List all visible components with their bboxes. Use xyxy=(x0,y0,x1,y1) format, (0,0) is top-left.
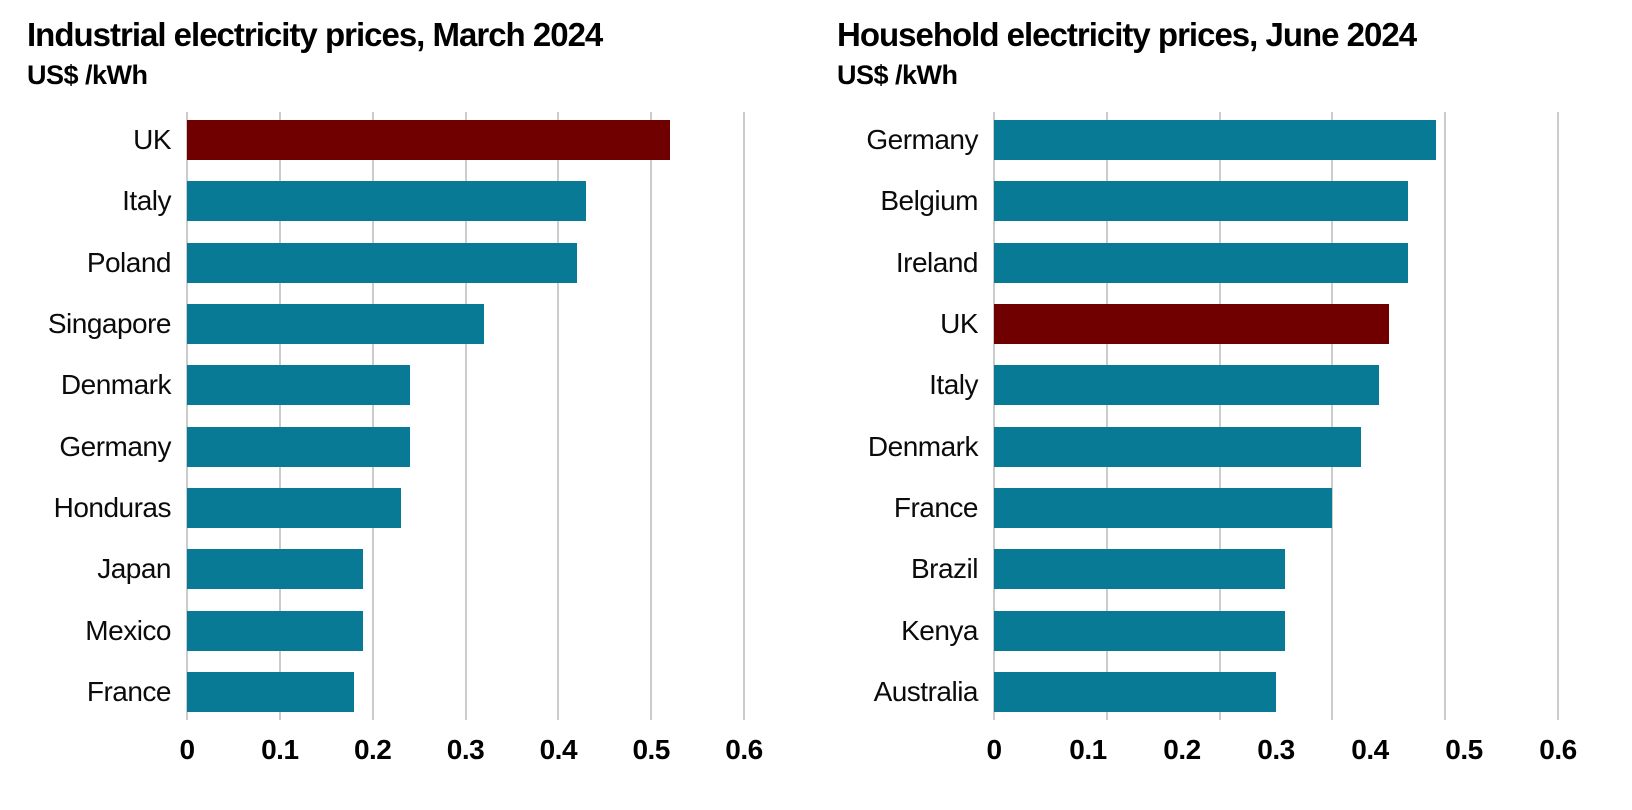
gridline xyxy=(557,112,560,720)
industrial-prices-chart: Industrial electricity prices, March 202… xyxy=(27,16,763,765)
bar-kenya xyxy=(994,610,1286,651)
x-tick-label: 0.2 xyxy=(1163,734,1201,765)
category-label: Japan xyxy=(97,553,171,585)
bar-france xyxy=(187,671,355,712)
gridline xyxy=(1218,112,1221,720)
category-label: Denmark xyxy=(867,430,979,462)
category-label: Italy xyxy=(929,369,978,401)
bar-belgium xyxy=(994,181,1408,222)
category-label: Denmark xyxy=(60,369,172,401)
plot-area: Germany Belgium Ireland UK Italy Denmark Franc… xyxy=(866,112,1577,765)
category-label: France xyxy=(86,675,172,707)
category-label: France xyxy=(893,491,979,523)
bar-australia xyxy=(994,671,1276,712)
x-tick-label: 0.4 xyxy=(1351,734,1389,765)
x-tick-label: 0.1 xyxy=(261,734,299,765)
bar-denmark xyxy=(994,426,1361,467)
plot-area: UK Italy Poland Singapore Denmark Germany Hond… xyxy=(48,112,763,765)
category-label: Germany xyxy=(59,430,171,462)
x-tick-label: 0.2 xyxy=(353,734,392,765)
gridline xyxy=(993,112,995,720)
category-label: Brazil xyxy=(910,553,979,585)
chart-axis-unit-label: US$ /kWh xyxy=(27,60,148,90)
x-tick-label: 0.5 xyxy=(1445,734,1483,765)
gridline xyxy=(1331,112,1334,720)
bar-brazil xyxy=(994,549,1286,590)
bar-singapore xyxy=(187,303,485,344)
gridline xyxy=(1557,112,1559,720)
chart-title: Industrial electricity prices, March 202… xyxy=(27,16,603,53)
gridline xyxy=(743,112,745,720)
x-tick-label: 0.3 xyxy=(1257,734,1295,765)
x-tick-label: 0.1 xyxy=(1069,734,1107,765)
bar-mexico xyxy=(187,610,364,651)
gridline xyxy=(1444,112,1447,720)
gridline xyxy=(650,112,653,720)
bar-france xyxy=(994,487,1333,528)
x-tick-label: 0.6 xyxy=(1539,734,1577,765)
household-prices-chart: Household electricity prices, June 2024 … xyxy=(816,0,1632,810)
bar-denmark xyxy=(187,365,410,406)
x-tick-label: 0.3 xyxy=(446,734,485,765)
category-label: Kenya xyxy=(901,614,978,646)
category-label: UK xyxy=(133,124,171,155)
bar-italy xyxy=(187,181,587,222)
bar-ireland xyxy=(994,242,1408,283)
bar-italy xyxy=(994,365,1380,406)
gridline xyxy=(464,112,467,720)
chart-axis-unit-label: US$ /kWh xyxy=(837,60,958,90)
x-tick-label: 0.4 xyxy=(539,734,578,765)
category-label: Poland xyxy=(86,246,172,278)
category-label: Belgium xyxy=(880,185,978,217)
x-tick-label: 0 xyxy=(986,734,1002,765)
category-label: Italy xyxy=(122,185,171,217)
bar-japan xyxy=(187,549,364,590)
category-label: UK xyxy=(940,307,978,339)
category-label: Australia xyxy=(873,675,979,707)
chart-title: Household electricity prices, June 2024 xyxy=(837,16,1417,53)
bar-honduras xyxy=(187,487,401,528)
category-label: Ireland xyxy=(895,246,979,278)
category-label: Honduras xyxy=(53,491,172,523)
bar-germany xyxy=(994,120,1436,160)
x-tick-label: 0.6 xyxy=(725,734,763,765)
bar-poland xyxy=(187,242,577,283)
gridline xyxy=(278,112,281,720)
gridline xyxy=(1105,112,1108,720)
gridline xyxy=(186,112,188,720)
bar-uk xyxy=(994,303,1389,344)
bar-uk xyxy=(187,120,670,160)
category-label: Mexico xyxy=(85,614,171,646)
x-tick-label: 0 xyxy=(179,734,195,765)
x-tick-label: 0.5 xyxy=(632,734,670,765)
category-label: Singapore xyxy=(47,307,172,339)
category-label: Germany xyxy=(866,124,978,155)
gridline xyxy=(371,112,374,720)
bar-germany xyxy=(187,426,410,467)
